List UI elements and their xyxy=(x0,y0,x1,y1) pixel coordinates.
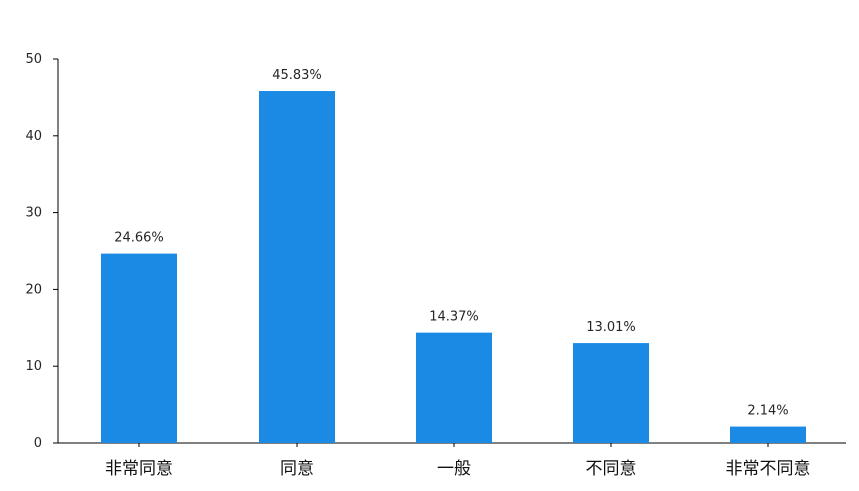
bar xyxy=(416,332,492,443)
data-label: 45.83% xyxy=(272,68,322,83)
category-label: 非常不同意 xyxy=(726,459,811,479)
bar xyxy=(730,426,806,443)
category-label: 非常同意 xyxy=(105,459,173,479)
data-label: 14.37% xyxy=(429,310,479,325)
data-label-group: 24.66% 45.83% 14.37% 13.01% 2.14% xyxy=(114,68,788,419)
data-label: 24.66% xyxy=(114,231,164,246)
y-tick-group: 0 10 20 30 40 50 xyxy=(25,52,58,451)
y-tick-label: 40 xyxy=(25,129,42,144)
y-tick-label: 30 xyxy=(25,206,42,221)
y-tick-label: 10 xyxy=(25,359,42,374)
category-label: 同意 xyxy=(280,459,314,479)
category-label: 不同意 xyxy=(586,459,637,479)
data-label: 13.01% xyxy=(586,320,636,335)
bar xyxy=(101,253,177,443)
y-tick-label: 20 xyxy=(25,282,42,297)
bar-group xyxy=(101,91,806,443)
y-axis: 0 10 20 30 40 50 xyxy=(25,52,59,451)
y-tick-label: 50 xyxy=(25,52,42,67)
y-tick-label: 0 xyxy=(34,436,42,451)
data-label: 2.14% xyxy=(747,404,788,419)
category-label: 一般 xyxy=(437,459,471,479)
bar xyxy=(259,91,335,443)
bar xyxy=(573,343,649,443)
category-label-group: 非常同意 同意 一般 不同意 非常不同意 xyxy=(105,443,811,479)
